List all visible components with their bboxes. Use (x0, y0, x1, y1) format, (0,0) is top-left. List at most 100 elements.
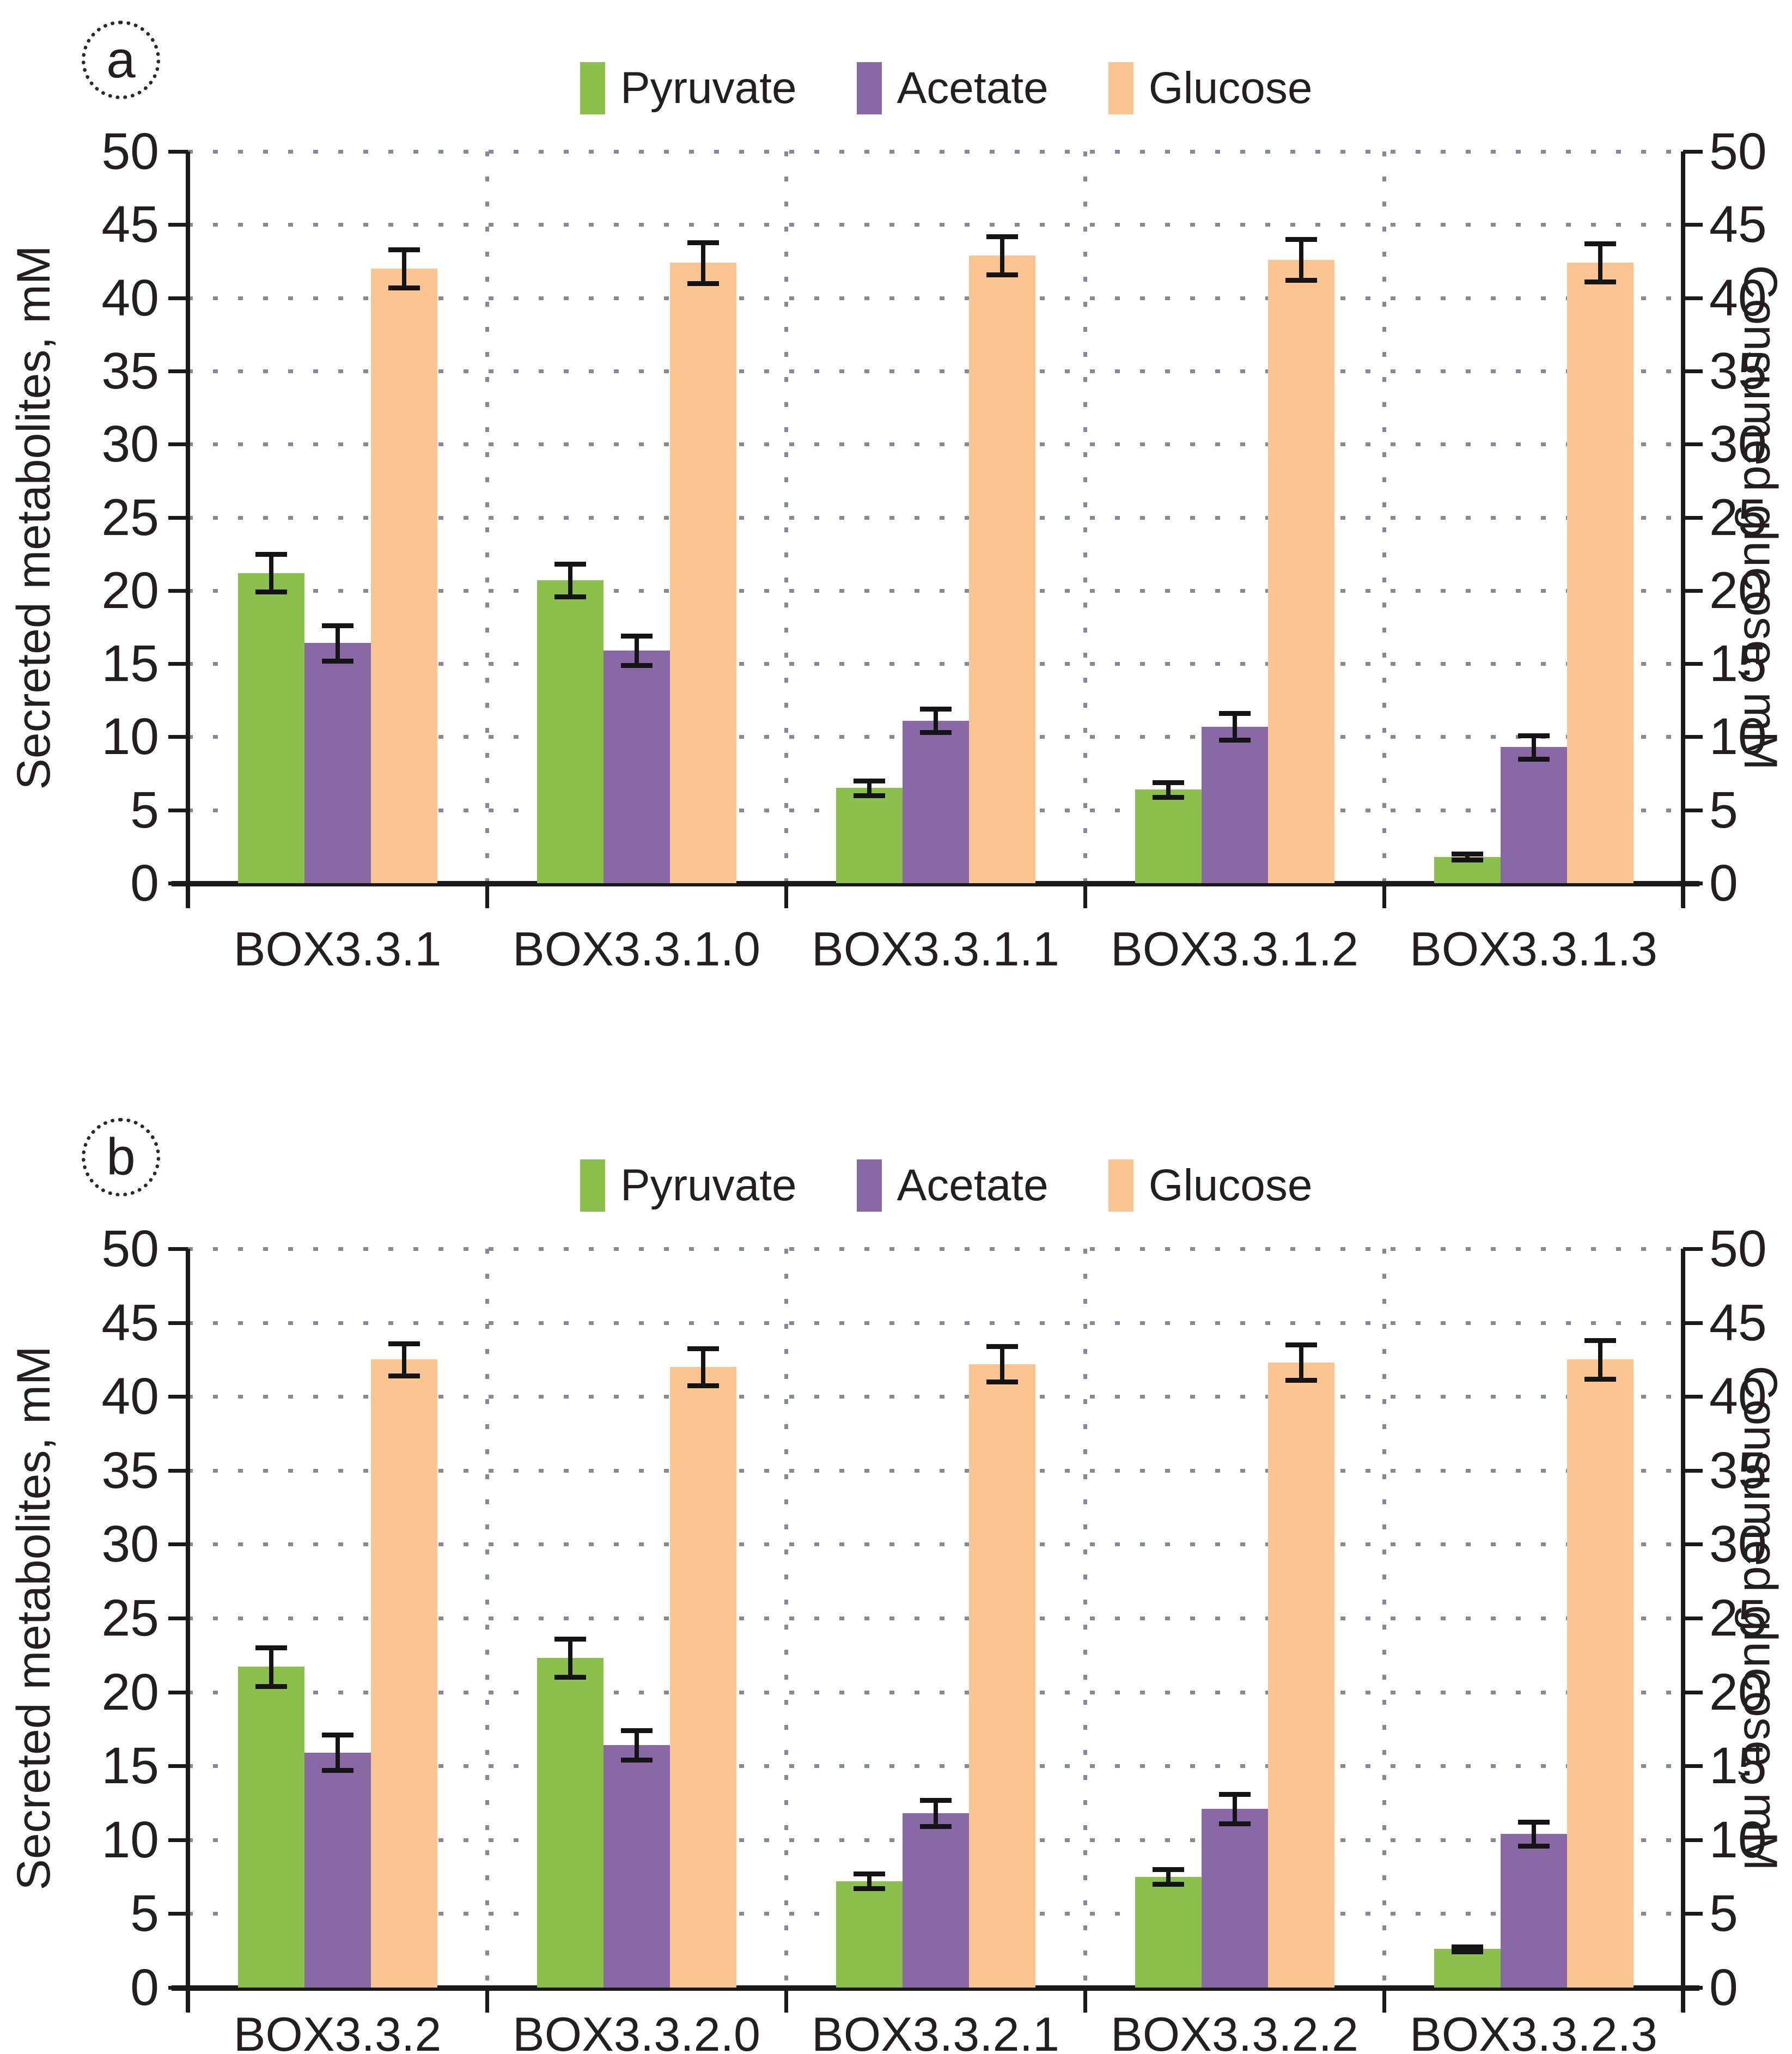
bar-acetate (902, 1813, 969, 1988)
x-tick (1382, 1991, 1386, 2013)
y-tick-right (1683, 442, 1703, 447)
y-tick-label-right: 30 (1709, 1515, 1767, 1573)
y-tick-label-right: 5 (1709, 1885, 1738, 1943)
error-bar-cap-bottom (554, 1675, 586, 1680)
y-tick-label-right: 0 (1709, 1959, 1738, 2016)
bar-pyruvate (237, 573, 304, 883)
error-bar-cap-bottom (321, 658, 353, 664)
error-bar-cap-top (388, 247, 420, 252)
bar-pyruvate (1135, 1876, 1202, 1988)
gridline-horizontal (188, 1617, 1683, 1620)
bar-pyruvate (537, 1658, 604, 1988)
y-tick-left (168, 1395, 188, 1399)
x-axis (172, 1985, 1699, 1991)
category-label: BOX3.3.2.2 (1111, 2007, 1358, 2054)
y-tick-label-left: 50 (101, 123, 159, 180)
bar-glucose (1567, 263, 1633, 883)
gridline-horizontal (188, 442, 1683, 447)
error-bar-cap-bottom (1218, 1821, 1251, 1826)
category-label: BOX3.3.1 (233, 922, 442, 976)
gridline-horizontal (188, 1690, 1683, 1694)
bar-acetate (1500, 1833, 1567, 1988)
y-tick-left (168, 223, 188, 227)
y-tick-left (168, 296, 188, 300)
y-tick-label-right: 25 (1709, 1589, 1767, 1647)
gridline-horizontal (188, 1468, 1683, 1473)
gridline-horizontal (188, 1321, 1683, 1325)
y-tick-label-left: 30 (101, 1515, 159, 1573)
error-bar-line (568, 564, 572, 597)
y-tick-label-right: 45 (1709, 196, 1767, 254)
y-tick-right (1683, 515, 1703, 520)
gridline-horizontal (188, 1764, 1683, 1769)
error-bar-line (999, 1346, 1004, 1382)
panel-b-legend: Pyruvate Acetate Glucose (580, 1158, 1313, 1213)
y-tick-label-right: 50 (1709, 1220, 1767, 1278)
error-bar-line (1299, 239, 1303, 281)
error-bar-cap-bottom (620, 1758, 653, 1763)
y-tick-label-right: 25 (1709, 488, 1767, 546)
error-bar-cap-bottom (1152, 1882, 1184, 1887)
y-tick-right (1683, 223, 1703, 227)
legend-item-pyruvate: Pyruvate (580, 61, 797, 116)
error-bar-cap-top (1218, 1791, 1251, 1797)
error-bar-cap-bottom (388, 1374, 420, 1379)
legend-item-acetate: Acetate (856, 61, 1049, 116)
gridline-horizontal (188, 662, 1683, 666)
bar-acetate (1201, 1808, 1268, 1988)
bar-acetate (1500, 747, 1567, 883)
error-bar-cap-top (554, 1636, 586, 1642)
x-tick (784, 1991, 788, 2013)
y-tick-label-left: 5 (130, 781, 159, 839)
panel-a-legend: Pyruvate Acetate Glucose (580, 61, 1313, 116)
error-bar-line (700, 1348, 705, 1385)
error-bar-cap-bottom (388, 285, 420, 290)
y-tick-right (1683, 1321, 1703, 1325)
y-tick-label-right: 40 (1709, 269, 1767, 327)
y-tick-label-right: 20 (1709, 1663, 1767, 1721)
gridline-horizontal (188, 515, 1683, 520)
error-bar-line (933, 1800, 938, 1827)
y-tick-right (1683, 808, 1703, 812)
x-tick (1083, 1991, 1087, 2013)
error-bar-cap-top (986, 1344, 1018, 1349)
y-tick-label-right: 15 (1709, 635, 1767, 693)
error-bar-cap-top (1152, 780, 1184, 785)
error-bar-line (933, 709, 938, 733)
error-bar-cap-bottom (1152, 794, 1184, 800)
error-bar-cap-top (1451, 1944, 1483, 1950)
category-label: BOX3.3.2.3 (1410, 2007, 1657, 2054)
y-tick-label-left: 0 (130, 854, 159, 912)
y-tick-right (1683, 150, 1703, 154)
x-tick (186, 886, 190, 908)
error-bar-line (1531, 1822, 1536, 1846)
category-label: BOX3.3.1.1 (812, 922, 1059, 976)
y-tick-label-left: 50 (101, 1220, 159, 1278)
gridline-vertical (1083, 151, 1087, 883)
y-tick-right (1683, 296, 1703, 300)
x-tick (186, 1991, 190, 2013)
bar-pyruvate (1135, 789, 1202, 883)
bar-pyruvate (836, 788, 903, 883)
y-tick-label-right: 10 (1709, 1810, 1767, 1869)
error-bar-cap-top (255, 551, 287, 557)
legend-label-pyruvate: Pyruvate (620, 1160, 797, 1210)
x-axis (172, 881, 1699, 886)
error-bar-cap-bottom (919, 1824, 952, 1830)
bar-acetate (902, 720, 969, 883)
y-tick-label-right: 10 (1709, 708, 1767, 766)
category-label: BOX3.3.1.0 (513, 922, 760, 976)
bar-acetate (304, 643, 371, 883)
error-bar-line (568, 1638, 572, 1678)
error-bar-line (1598, 244, 1602, 282)
gridline-vertical (784, 151, 788, 883)
gridline-horizontal (188, 1395, 1683, 1399)
y-tick-label-left: 25 (101, 488, 159, 546)
category-label: BOX3.3.2.0 (513, 2007, 760, 2054)
y-tick-label-right: 35 (1709, 342, 1767, 400)
bar-pyruvate (537, 580, 604, 883)
y-tick-right (1683, 735, 1703, 739)
error-bar-cap-bottom (1285, 278, 1317, 283)
y-tick-label-right: 30 (1709, 415, 1767, 473)
bar-pyruvate (237, 1667, 304, 1988)
